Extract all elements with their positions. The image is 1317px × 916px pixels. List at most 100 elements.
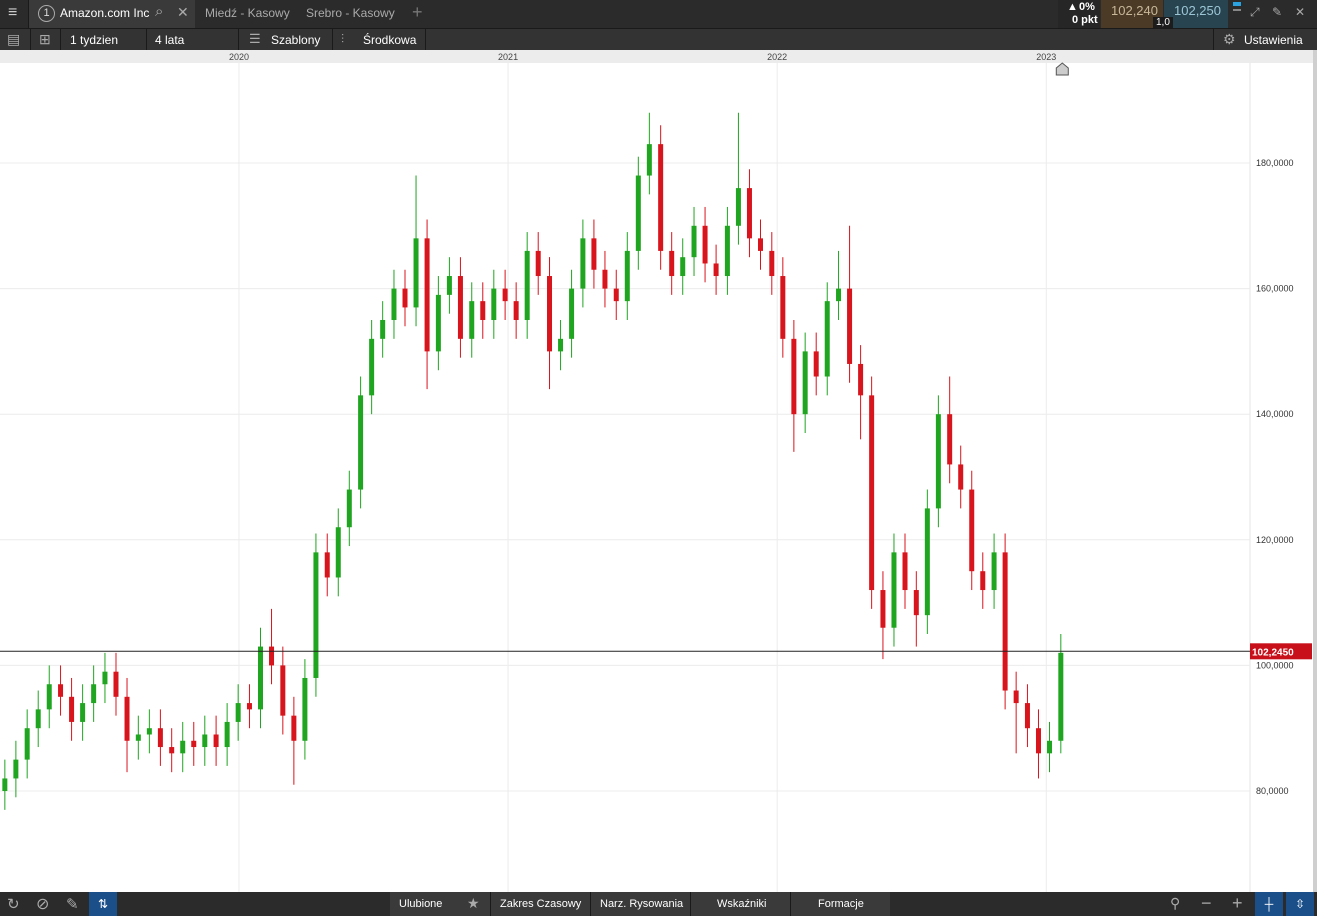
active-tab[interactable] <box>29 0 195 28</box>
chart: 2020 2021 2022 2023 80,0000 100,0000 120,0000 1… <box>0 50 1317 892</box>
tab-label[interactable]: Srebro - Kasowy <box>306 6 395 20</box>
search-icon[interactable]: ⌕ <box>155 3 164 20</box>
candle-body <box>35 709 41 729</box>
add-tab[interactable]: + <box>412 2 423 22</box>
candle-body <box>424 238 430 352</box>
patterns[interactable]: Formacje <box>818 898 864 910</box>
tool-icon[interactable]: ⚲ <box>1170 895 1181 911</box>
buy-button[interactable] <box>1164 0 1228 28</box>
candle-body <box>291 715 297 741</box>
timerange-btn[interactable] <box>491 892 590 916</box>
candle-body <box>791 338 797 415</box>
candle-body <box>713 263 719 277</box>
star-icon: ★ <box>467 895 480 911</box>
candle-body <box>535 250 541 277</box>
templates-icon: ☰ <box>249 31 261 46</box>
y-axis-area <box>1250 63 1313 892</box>
candle-body <box>335 527 341 578</box>
edit-icon[interactable]: ✎ <box>1272 5 1283 19</box>
candle-body <box>191 740 197 748</box>
scrollbar <box>1313 50 1317 892</box>
drawing-tools[interactable]: Narz. Rysowania <box>600 898 684 910</box>
x-tick-label: 2020 <box>229 52 249 62</box>
candle-body <box>569 288 575 339</box>
candle-body <box>446 276 452 295</box>
close-tab[interactable]: ✕ <box>177 4 189 20</box>
candle-body <box>102 671 108 685</box>
change-box <box>1058 0 1100 28</box>
y-tick-label: 160,0000 <box>1256 284 1294 294</box>
candle-body <box>880 590 886 628</box>
candle-body <box>991 552 997 591</box>
indicators[interactable]: Wskaźniki <box>717 898 767 910</box>
candle-body <box>924 508 930 616</box>
candle-body <box>391 288 397 320</box>
crosshair[interactable]: ┼ <box>1255 892 1283 916</box>
settings[interactable]: Ustawienia <box>1244 33 1303 47</box>
price-mode[interactable]: Środkowa <box>363 33 417 47</box>
candle-body <box>869 395 875 591</box>
candle-body <box>302 677 308 741</box>
candle-body <box>235 703 241 722</box>
candle-body <box>780 276 786 339</box>
range[interactable]: 4 lata <box>155 33 185 47</box>
tab-number: 1 <box>38 5 55 22</box>
x-tick-label: 2021 <box>498 52 518 62</box>
templates[interactable]: Szablony <box>271 33 321 47</box>
candle-body <box>902 552 908 591</box>
level-bar <box>1233 9 1241 11</box>
candle-body <box>202 734 208 748</box>
favorites-btn[interactable] <box>390 892 490 916</box>
candle-body <box>2 778 8 792</box>
tab-label[interactable]: Miedź - Kasowy <box>205 6 290 20</box>
candle-body <box>858 363 864 396</box>
layout-icon[interactable]: ⊞ <box>39 31 51 47</box>
block-icon[interactable]: ⊘ <box>36 896 50 913</box>
candle-body <box>680 257 686 277</box>
candle-body <box>80 703 86 722</box>
candle-body <box>602 269 608 289</box>
zoom-in[interactable]: + <box>1232 893 1243 913</box>
candle-body <box>180 740 186 754</box>
close-icon[interactable]: ✕ <box>1295 5 1306 19</box>
candle-body <box>269 646 275 666</box>
zoom-out[interactable]: − <box>1201 893 1212 913</box>
expand-icon[interactable]: ⤢ <box>1250 5 1260 19</box>
candle-body <box>402 288 408 308</box>
drawing-btn[interactable] <box>591 892 690 916</box>
candle-body <box>702 225 708 264</box>
change-pct: 0% <box>1079 1 1095 13</box>
pencil-icon[interactable]: ✎ <box>66 896 79 913</box>
candle-body <box>369 338 375 396</box>
candle-body <box>480 301 486 320</box>
indicators-btn[interactable] <box>691 892 790 916</box>
candle-body <box>802 351 808 415</box>
magnet-icon[interactable]: ⇅ <box>89 892 117 916</box>
favorites[interactable]: Ulubione <box>399 898 443 910</box>
fit-icon[interactable]: ⇳ <box>1286 892 1314 916</box>
timerange[interactable]: Zakres Czasowy <box>500 898 582 910</box>
change-arrow: ▲ <box>1067 1 1078 13</box>
reset-icon[interactable]: ↻ <box>7 896 20 913</box>
candle-body <box>213 734 219 748</box>
tab-label[interactable]: Amazon.com Inc <box>60 6 150 20</box>
sell-button[interactable] <box>1101 0 1163 28</box>
candle-body <box>457 276 463 339</box>
candle-body <box>1024 703 1030 729</box>
tab-bar: ≡ 1 Amazon.com Inc ⌕ ✕ Miedź - Kasowy Sr… <box>0 0 1317 28</box>
y-tick-label: 100,0000 <box>1256 660 1294 670</box>
candle-body <box>658 144 664 251</box>
candle-body <box>969 489 975 572</box>
list-icon[interactable]: ▤ <box>7 31 21 47</box>
candle-body <box>669 250 675 277</box>
candle-body <box>324 552 330 578</box>
menu-icon[interactable]: ≡ <box>8 4 18 21</box>
y-tick-label: 140,0000 <box>1256 409 1294 419</box>
candle-body <box>547 276 553 352</box>
candle-body <box>980 571 986 591</box>
interval[interactable]: 1 tydzien <box>70 33 119 47</box>
candle-body <box>91 684 97 704</box>
patterns-btn[interactable] <box>791 892 890 916</box>
candle-body <box>58 684 64 697</box>
